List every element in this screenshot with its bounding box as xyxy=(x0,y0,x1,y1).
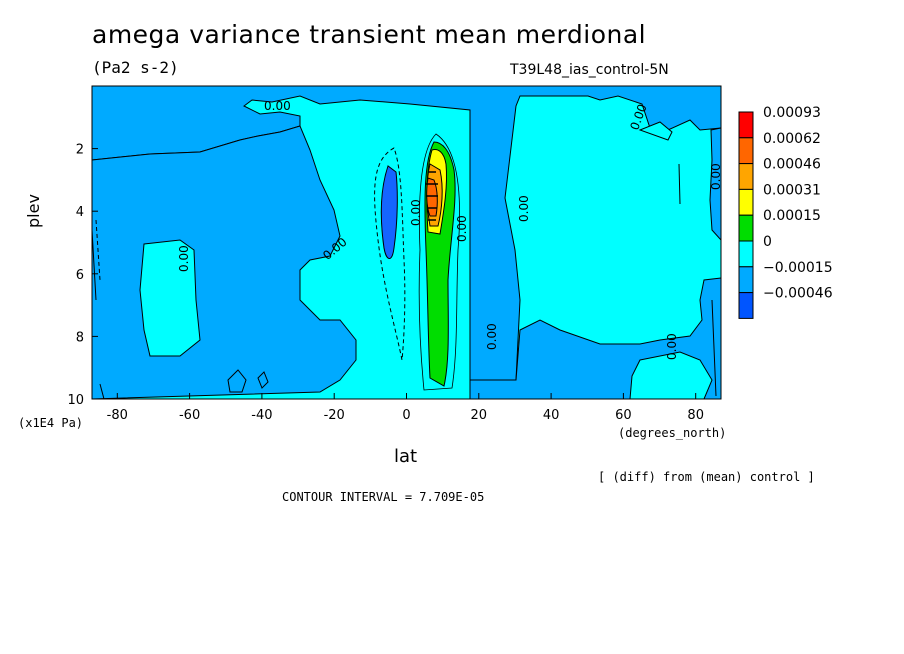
vertical-line-right xyxy=(92,163,717,399)
contour-interval: CONTOUR INTERVAL = 7.709E-05 xyxy=(282,490,485,504)
left-dashed-edge xyxy=(95,219,101,281)
legend-swatch xyxy=(738,163,754,190)
legend-label: 0.00015 xyxy=(763,208,821,224)
contour-label: 0.00 xyxy=(485,323,499,350)
x-tick-label: -60 xyxy=(179,408,200,423)
diff-note: [ (diff) from (mean) control ] xyxy=(598,470,815,484)
color-legend: 0.00093 0.00062 0.00046 0.00031 0.00015 0 −0.0… xyxy=(738,105,833,319)
y-tick-label: 4 xyxy=(76,205,84,220)
x-tick-label: -20 xyxy=(324,408,345,423)
positive-patch-top-right xyxy=(638,121,673,141)
contour-label: 0.00 xyxy=(177,245,191,272)
legend-label: 0.00062 xyxy=(763,131,821,147)
contour-label: 0.00 xyxy=(709,163,723,190)
legend-swatch xyxy=(738,266,754,294)
legend-label: 0 xyxy=(763,234,772,250)
y-tick-label: 8 xyxy=(76,330,84,345)
run-label: T39L48_ias_control-5N xyxy=(510,62,669,78)
small-negative-bottom-left xyxy=(227,369,247,393)
y-tick-label: 10 xyxy=(67,393,84,408)
small-negative-bottom-left-2 xyxy=(257,371,269,389)
legend-swatch xyxy=(738,240,754,268)
negative-core xyxy=(380,165,398,259)
right-edge-negative xyxy=(709,127,721,241)
contour-label: 0.00 xyxy=(517,195,531,222)
y-axis-units: (x1E4 Pa) xyxy=(18,416,84,430)
y-tick-label: 6 xyxy=(76,268,84,283)
core-contour-lines xyxy=(426,171,438,221)
x-axis-label: lat xyxy=(394,446,418,467)
legend-label: −0.00015 xyxy=(763,260,833,276)
plot-area xyxy=(92,86,721,399)
positive-blob-left xyxy=(139,239,201,357)
legend-swatch xyxy=(738,188,754,216)
x-tick-label: -80 xyxy=(107,408,128,423)
x-axis-units: (degrees_north) xyxy=(618,426,727,440)
y-tick-label: 2 xyxy=(76,143,84,158)
x-tick-label: 80 xyxy=(687,408,704,423)
x-axis: -80 -60 -40 -20 0 20 40 60 80 xyxy=(107,393,704,423)
x-tick-label: 20 xyxy=(471,408,488,423)
chart-title: amega variance transient mean merdional xyxy=(92,20,647,49)
legend-label: 0.00031 xyxy=(763,182,821,198)
legend-label: −0.00046 xyxy=(763,286,833,302)
x-tick-label: 0 xyxy=(402,408,410,423)
positive-core-darkorange xyxy=(426,177,438,217)
positive-patch-right xyxy=(629,351,713,399)
legend-swatch xyxy=(738,137,754,165)
legend-label: 0.00093 xyxy=(763,105,821,121)
legend-label: 0.00046 xyxy=(763,157,821,173)
legend-swatch xyxy=(738,292,754,319)
contour-label: 0.00 xyxy=(455,215,469,242)
outer-contour xyxy=(418,133,461,391)
contour-label: 0.00 xyxy=(409,199,423,226)
contour-labels: 0.00 0.00 0.00 0.00 0.00 0.00 0.00 0.00 … xyxy=(177,99,723,360)
y-axis: 2 4 6 8 10 xyxy=(67,143,98,408)
legend-swatch xyxy=(738,214,754,242)
x-tick-label: 40 xyxy=(543,408,560,423)
x-tick-label: -40 xyxy=(251,408,272,423)
y-axis-label: plev xyxy=(24,194,43,228)
contour-label: 0.00 xyxy=(665,333,679,360)
contour-label: 0.00 xyxy=(264,99,291,113)
x-tick-label: 60 xyxy=(615,408,632,423)
units-label: (Pa2 s-2) xyxy=(92,58,179,77)
legend-swatch xyxy=(738,111,754,139)
